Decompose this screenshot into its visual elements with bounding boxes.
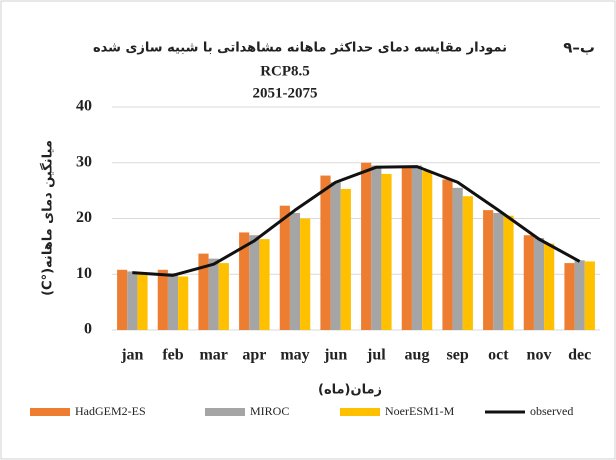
bar [208,258,219,330]
x-tick-label: nov [527,347,552,364]
bar [167,273,179,330]
x-tick-label: feb [162,347,183,364]
x-tick-label: oct [488,347,509,364]
bar [452,187,463,330]
bar [218,263,229,330]
chart-title: نمودار مقایسه دمای حداکثر ماهانه مشاهدات… [93,41,507,56]
bar [157,269,168,330]
bar [574,260,585,330]
y-axis-label: میانگین دمای ماهانه(°C) [40,140,56,296]
legend-swatch [205,408,245,416]
bar [127,271,138,330]
bar [371,165,382,330]
x-tick-label: dec [568,347,591,364]
bar [198,253,209,330]
x-axis-label: زمان(ماه) [318,383,382,398]
bar [249,235,260,330]
x-tick-label: may [280,347,309,364]
bar [493,212,504,330]
bar [320,175,331,330]
bar [330,182,341,330]
x-tick-label: jan [120,347,143,364]
bar [533,238,545,330]
legend-label: observed [530,404,573,418]
chart-subtitle: RCP8.5 [260,63,310,79]
legend-swatch [340,408,380,416]
chart-subtitle: 2051-2075 [253,85,318,101]
x-tick-label: jul [366,347,386,364]
bar [584,261,595,330]
bar [411,165,423,330]
bar [401,165,412,330]
y-tick-label: 10 [76,265,92,282]
bar [117,269,128,330]
legend-label: NoerESM1-M [385,404,455,418]
bar [564,263,575,330]
y-tick-label: 30 [76,153,92,170]
legend-label: HadGEM2-ES [75,404,146,418]
y-tick-label: 40 [76,98,92,115]
x-tick-label: aug [405,347,430,364]
bar [544,243,555,330]
bar [361,162,372,330]
legend-label: MIROC [250,404,289,418]
x-tick-label: jun [323,347,347,364]
x-tick-label: apr [242,347,266,364]
bar [422,171,433,330]
y-tick-label: 20 [76,209,92,226]
bar [462,196,473,330]
legend-swatch [30,408,70,416]
bar [381,173,392,330]
y-tick-label: 0 [84,321,92,338]
x-tick-label: mar [199,347,227,364]
x-tick-label: sep [447,347,469,364]
bar [279,205,290,330]
bar [259,239,270,330]
bar [442,179,453,330]
bar [239,232,250,330]
bar [300,218,311,330]
bar [137,273,148,330]
line [132,165,581,277]
figure-label: ۹–ب [563,39,595,57]
bar [523,235,534,330]
bar [340,188,351,330]
bar [289,212,301,330]
bar [178,276,189,330]
bar [503,215,514,330]
bar [483,210,494,330]
